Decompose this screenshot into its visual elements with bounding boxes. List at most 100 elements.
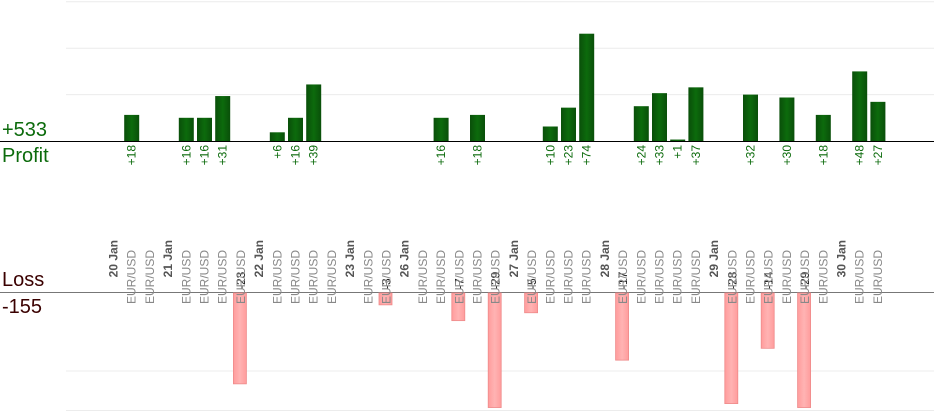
profit-value-label: +39 <box>307 145 321 166</box>
category-labels: 20 Jan EUR/USD EUR/USD 21 Jan EUR/USD EUR/USD… <box>107 240 885 304</box>
loss-bar <box>232 292 247 385</box>
instrument-label: EUR/USD <box>780 250 794 304</box>
loss-value-label: -7 <box>452 278 466 289</box>
profit-label: Profit <box>2 145 49 167</box>
profit-bar <box>470 114 485 141</box>
profit-bar <box>269 132 285 141</box>
instrument-label: EUR/USD <box>125 250 139 304</box>
loss-bar <box>760 292 775 349</box>
profit-bar <box>743 94 758 141</box>
loss-bar <box>724 292 739 404</box>
instrument-label: EUR/USD <box>289 250 303 304</box>
profit-value-label: +74 <box>580 145 594 166</box>
instrument-label: EUR/USD <box>634 250 648 304</box>
profit-value-label: +16 <box>434 145 448 166</box>
profit-bar <box>197 117 212 141</box>
instrument-label: EUR/USD <box>580 250 594 304</box>
instrument-label: EUR/USD <box>489 250 503 304</box>
instrument-label: EUR/USD <box>671 250 685 304</box>
loss-total: -155 <box>2 296 43 318</box>
profit-bar <box>124 114 140 141</box>
value-labels: +18 +16 +16 +31 -23 +6 +16 +39 -3 +16 -7 +18 -29 -5 +1… <box>125 145 885 289</box>
loss-bar <box>378 292 393 306</box>
profit-value-label: +30 <box>780 145 794 166</box>
date-label: 26 Jan <box>398 240 412 277</box>
profit-value-label: +32 <box>744 145 758 166</box>
instrument-label: EUR/USD <box>762 250 776 304</box>
profit-value-label: +18 <box>125 145 139 166</box>
profit-bar <box>688 87 704 141</box>
instrument-label: EUR/USD <box>307 250 321 304</box>
profit-value-label: +16 <box>289 145 303 166</box>
instrument-label: EUR/USD <box>216 250 230 304</box>
instrument-label: EUR/USD <box>525 250 539 304</box>
profit-value-label: +16 <box>198 145 212 166</box>
date-label: 20 Jan <box>107 240 121 277</box>
instrument-label: EUR/USD <box>562 250 576 304</box>
date-label: 22 Jan <box>252 240 266 277</box>
instrument-label: EUR/USD <box>234 250 248 304</box>
instrument-label: EUR/USD <box>543 250 557 304</box>
profit-bar <box>633 106 649 141</box>
profit-value-label: +18 <box>471 145 485 166</box>
profit-bar <box>215 96 231 141</box>
profit-bar <box>670 139 686 141</box>
instrument-label: EUR/USD <box>270 250 284 304</box>
profit-value-label: +48 <box>853 145 867 166</box>
instrument-label: EUR/USD <box>725 250 739 304</box>
date-label: 27 Jan <box>507 240 521 277</box>
instrument-label: EUR/USD <box>179 250 193 304</box>
instrument-label: EUR/USD <box>616 250 630 304</box>
instrument-label: EUR/USD <box>689 250 703 304</box>
profit-value-label: +24 <box>634 145 648 166</box>
loss-value-label: -17 <box>616 271 630 289</box>
profit-value-label: +33 <box>653 145 667 166</box>
profit-value-label: +6 <box>270 145 284 159</box>
loss-value-label: -28 <box>725 271 739 289</box>
loss-value-label: -5 <box>525 278 539 289</box>
profit-total: +533 <box>2 119 48 141</box>
loss-value-label: -23 <box>234 271 248 289</box>
profit-bar <box>288 117 303 141</box>
instrument-label: EUR/USD <box>744 250 758 304</box>
profit-bar <box>815 114 831 141</box>
profit-bar <box>178 117 194 141</box>
date-label: 30 Jan <box>835 240 849 277</box>
loss-bar <box>524 292 538 314</box>
profit-bar <box>579 33 595 142</box>
profit-bar <box>561 107 576 141</box>
date-label: 23 Jan <box>343 240 357 277</box>
instrument-label: EUR/USD <box>198 250 212 304</box>
instrument-label: EUR/USD <box>853 250 867 304</box>
gridlines <box>0 1 934 411</box>
profit-value-label: +16 <box>179 145 193 166</box>
instrument-label: EUR/USD <box>871 250 885 304</box>
instrument-label: EUR/USD <box>471 250 485 304</box>
profit-value-label: +31 <box>216 145 230 166</box>
loss-bar <box>451 292 466 322</box>
profit-value-label: +10 <box>543 145 557 166</box>
date-label: 21 Jan <box>161 240 175 277</box>
instrument-label: EUR/USD <box>143 250 157 304</box>
instrument-label: EUR/USD <box>325 250 339 304</box>
profit-value-label: +18 <box>816 145 830 166</box>
profit-bar <box>542 126 558 141</box>
profit-value-label: +1 <box>671 145 685 159</box>
profit-bar <box>306 84 322 141</box>
profit-bars <box>124 33 886 142</box>
profit-value-label: +37 <box>689 145 703 166</box>
date-label: 29 Jan <box>707 240 721 277</box>
profit-value-label: +27 <box>871 145 885 166</box>
profit-bar <box>779 97 795 141</box>
profit-bar <box>870 101 886 141</box>
instrument-label: EUR/USD <box>416 250 430 304</box>
instrument-label: EUR/USD <box>380 250 394 304</box>
instrument-label: EUR/USD <box>816 250 830 304</box>
loss-bar <box>615 292 629 361</box>
date-label: 28 Jan <box>598 240 612 277</box>
loss-value-label: -3 <box>380 278 394 289</box>
loss-value-label: -29 <box>798 271 812 289</box>
profit-value-label: +23 <box>562 145 576 166</box>
instrument-label: EUR/USD <box>653 250 667 304</box>
